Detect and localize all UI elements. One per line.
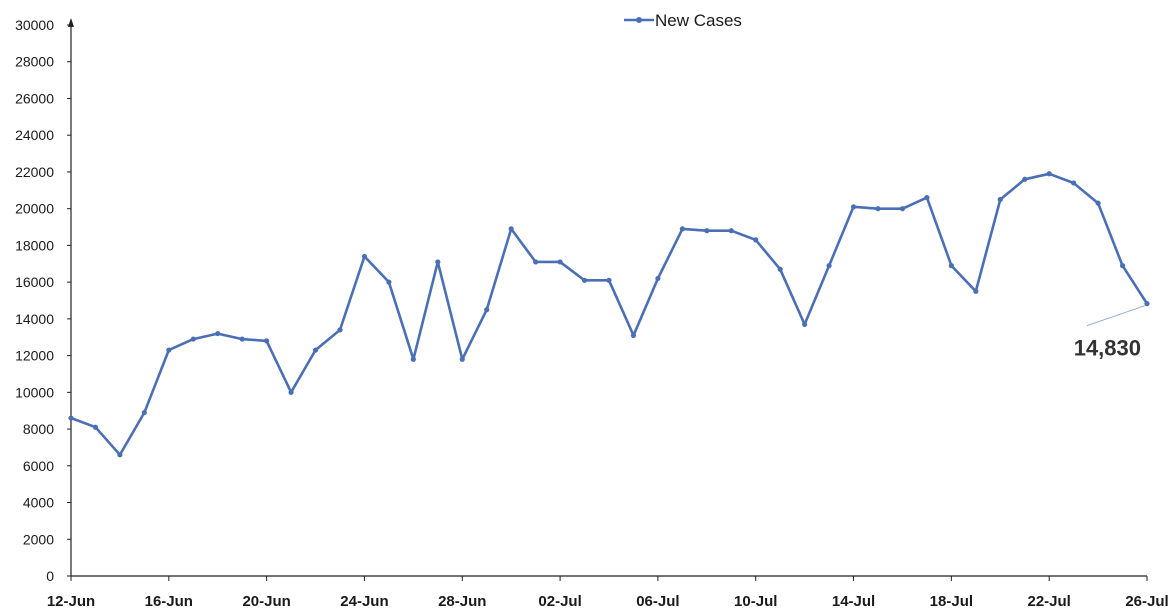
data-point	[508, 226, 514, 232]
y-tick-label: 20000	[15, 201, 54, 217]
data-point	[361, 253, 368, 260]
data-point	[410, 356, 416, 362]
y-tick-label: 12000	[15, 348, 54, 364]
data-point	[435, 259, 441, 265]
y-tick-label: 30000	[15, 17, 54, 33]
data-point	[92, 424, 99, 430]
data-point	[777, 266, 783, 272]
y-tick-label: 0	[46, 568, 54, 584]
data-point	[630, 332, 637, 338]
y-tick-label: 8000	[23, 421, 54, 437]
x-tick-label: 24-Jun	[340, 593, 388, 610]
chart-legend: New Cases	[624, 11, 742, 30]
legend-point-marker	[636, 17, 642, 23]
data-point	[606, 277, 612, 283]
data-point	[459, 356, 465, 362]
data-point	[166, 347, 172, 353]
data-point	[924, 195, 930, 201]
chart-axes	[68, 18, 1147, 577]
data-point	[973, 288, 979, 294]
y-tick-label: 16000	[15, 274, 54, 290]
data-point	[386, 279, 392, 285]
data-point	[875, 206, 881, 212]
x-tick-label: 10-Jul	[734, 593, 777, 610]
x-tick-label: 16-Jun	[145, 593, 193, 610]
data-point	[826, 263, 832, 269]
chart-annotations: 14,830	[1074, 305, 1146, 361]
data-point	[190, 336, 196, 342]
data-point	[288, 389, 294, 395]
data-point	[581, 277, 588, 283]
data-point	[1119, 263, 1126, 269]
y-axis-ticks: 0 2000 4000 6000 8000 10000 12000 14000 16000 180…	[15, 17, 71, 584]
y-tick-label: 24000	[15, 127, 54, 143]
data-point	[484, 307, 490, 313]
y-tick-label: 2000	[23, 531, 54, 547]
annotation-leader-line	[1086, 305, 1146, 327]
x-tick-label: 26-Jul	[1125, 593, 1168, 610]
series-new-cases	[68, 171, 1150, 458]
y-tick-label: 22000	[15, 164, 54, 180]
data-point	[1022, 176, 1028, 182]
y-tick-label: 28000	[15, 54, 54, 70]
y-tick-label: 18000	[15, 237, 54, 253]
x-tick-label: 18-Jul	[930, 593, 973, 610]
x-axis-ticks: 12-Jun 16-Jun 20-Jun 24-Jun 28-Jun 02-Jul 06-J…	[47, 576, 1169, 610]
data-point	[850, 204, 857, 210]
y-axis-arrow	[68, 18, 74, 27]
data-point	[679, 226, 685, 232]
data-point	[239, 336, 245, 342]
x-tick-label: 02-Jul	[538, 593, 581, 610]
x-tick-label: 12-Jun	[47, 593, 95, 610]
annotation-label: 14,830	[1074, 336, 1141, 361]
x-tick-label: 06-Jul	[636, 593, 679, 610]
data-point	[215, 330, 221, 337]
y-tick-label: 4000	[23, 495, 54, 511]
data-point	[655, 275, 661, 282]
data-point	[264, 338, 270, 344]
y-tick-label: 6000	[23, 458, 54, 474]
data-point	[802, 321, 808, 327]
legend-label: New Cases	[655, 11, 742, 30]
y-tick-label: 14000	[15, 311, 54, 327]
y-tick-label: 10000	[15, 384, 54, 400]
data-point	[117, 452, 123, 458]
data-point	[728, 228, 734, 234]
x-tick-label: 14-Jul	[832, 593, 875, 610]
data-point	[997, 196, 1003, 203]
x-tick-label: 28-Jun	[438, 593, 486, 610]
x-tick-label: 20-Jun	[242, 593, 290, 610]
data-point	[1095, 200, 1101, 206]
data-point	[899, 206, 906, 212]
data-point	[1046, 171, 1052, 177]
data-point	[68, 415, 74, 421]
data-point	[533, 259, 539, 265]
x-tick-label: 22-Jul	[1028, 593, 1071, 610]
data-point	[948, 263, 954, 269]
data-point	[1071, 180, 1077, 186]
data-point	[753, 237, 759, 243]
data-point	[1144, 301, 1150, 307]
data-point	[141, 409, 147, 416]
series-line-new-cases	[70, 172, 1149, 457]
data-point	[557, 259, 563, 265]
data-point	[312, 347, 319, 353]
data-point	[704, 228, 710, 234]
y-tick-label: 26000	[15, 90, 54, 106]
data-point	[337, 327, 343, 333]
